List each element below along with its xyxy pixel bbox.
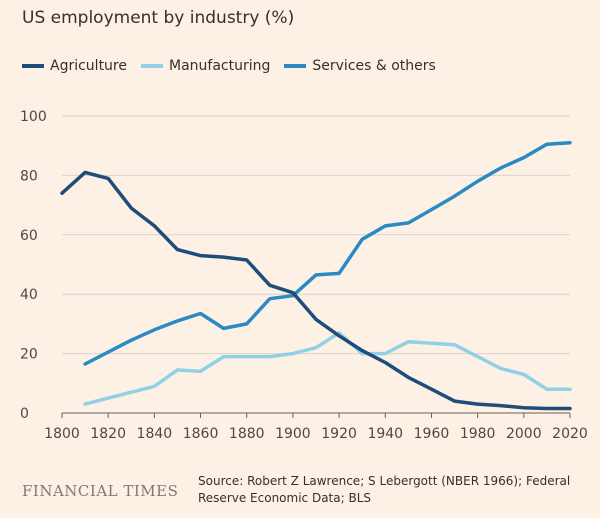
y-tick-label: 40 bbox=[20, 287, 38, 303]
y-tick-label: 0 bbox=[20, 406, 29, 422]
legend: Agriculture Manufacturing Services & oth… bbox=[22, 58, 436, 74]
legend-swatch bbox=[284, 64, 307, 68]
series-line-agriculture bbox=[60, 170, 572, 411]
x-tick-label: 1920 bbox=[321, 426, 357, 442]
legend-item-agriculture: Agriculture bbox=[22, 58, 127, 74]
x-tick-label: 2020 bbox=[552, 426, 588, 442]
x-tick-label: 1840 bbox=[137, 426, 173, 442]
legend-label: Services & others bbox=[312, 58, 436, 74]
y-tick-label: 100 bbox=[20, 109, 47, 125]
x-tick-label: 1900 bbox=[275, 426, 311, 442]
source-note: Source: Robert Z Lawrence; S Lebergott (… bbox=[198, 474, 571, 505]
x-tick-label: 1960 bbox=[414, 426, 450, 442]
legend-label: Manufacturing bbox=[169, 58, 271, 74]
x-tick-label: 1940 bbox=[367, 426, 403, 442]
y-tick-label: 20 bbox=[20, 347, 38, 363]
legend-item-services: Services & others bbox=[284, 58, 436, 74]
legend-item-manufacturing: Manufacturing bbox=[141, 58, 270, 74]
chart-title: US employment by industry (%) bbox=[22, 8, 295, 28]
x-tick-label: 1860 bbox=[183, 426, 219, 442]
x-tick-label: 1820 bbox=[90, 426, 126, 442]
legend-swatch bbox=[141, 64, 163, 68]
x-tick-label: 2000 bbox=[506, 426, 542, 442]
ft-logo: FINANCIAL TIMES bbox=[22, 482, 179, 500]
x-tick-label: 1800 bbox=[44, 426, 80, 442]
legend-swatch bbox=[22, 64, 44, 68]
legend-label: Agriculture bbox=[50, 58, 127, 74]
series-line-manufacturing bbox=[83, 331, 572, 406]
series-line-services-others bbox=[83, 140, 572, 366]
y-tick-label: 60 bbox=[20, 228, 38, 244]
x-tick-label: 1880 bbox=[229, 426, 265, 442]
x-tick-label: 1980 bbox=[460, 426, 496, 442]
y-tick-label: 80 bbox=[20, 168, 38, 184]
